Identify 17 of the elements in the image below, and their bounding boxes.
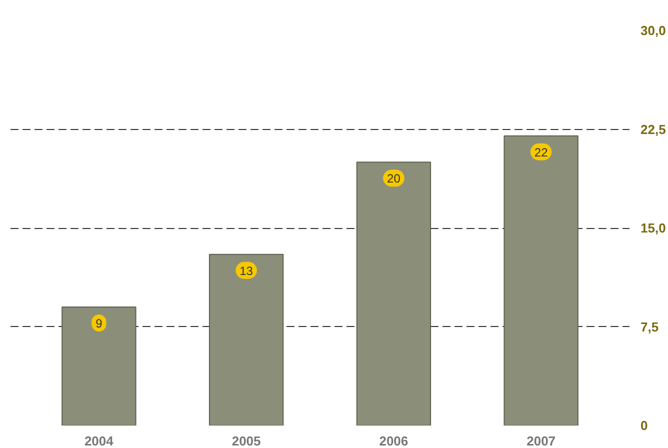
bar [62, 306, 136, 426]
x-tick-label: 2004 [84, 434, 114, 448]
data-label: 22 [534, 145, 548, 160]
y-tick-label: 30,0 [640, 23, 666, 38]
x-tick-label: 2005 [232, 434, 261, 448]
bar [208, 254, 284, 426]
data-label: 13 [240, 264, 254, 278]
y-tick-label: 15,0 [640, 220, 666, 236]
y-tick-label: 7,5 [640, 319, 659, 334]
y-tick-label: 0 [640, 418, 648, 433]
bar [504, 135, 578, 426]
data-label: 9 [96, 316, 103, 330]
y-tick-label: 22,5 [640, 122, 666, 137]
data-label: 20 [387, 172, 401, 186]
bar [356, 162, 432, 426]
x-tick-label: 2006 [379, 434, 408, 448]
x-tick-label: 2007 [526, 434, 556, 448]
